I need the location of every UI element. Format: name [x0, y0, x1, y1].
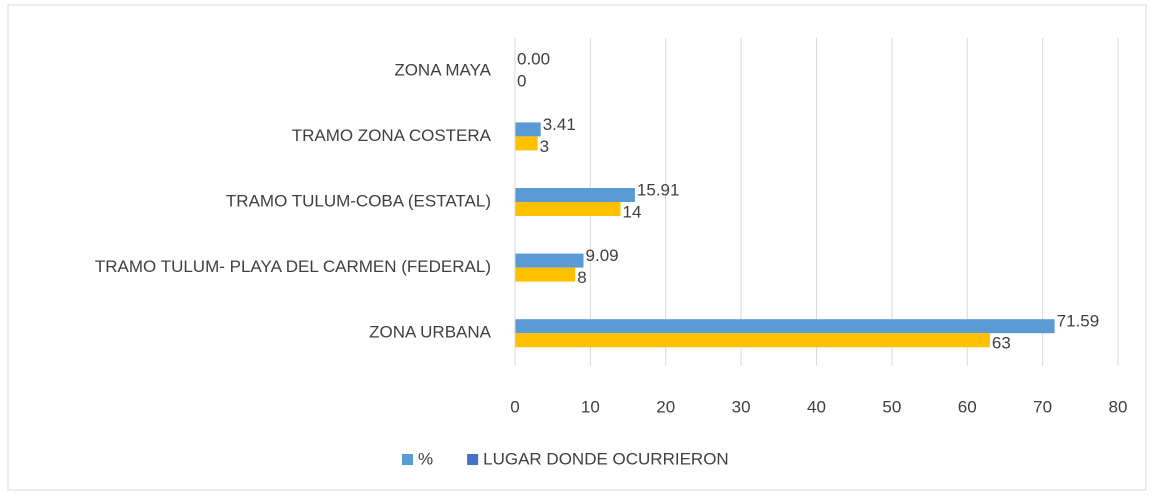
bar — [515, 267, 576, 282]
legend-label: % — [418, 449, 433, 468]
bar — [515, 188, 635, 202]
bar — [515, 202, 621, 216]
y-tick-label: ZONA MAYA — [394, 60, 491, 79]
x-tick-label: 80 — [1109, 397, 1128, 416]
bar — [515, 319, 1055, 334]
data-label: 71.59 — [1057, 312, 1100, 331]
legend-label: LUGAR DONDE OCURRIERON — [483, 449, 729, 468]
x-tick-label: 30 — [732, 397, 751, 416]
y-tick-label: TRAMO ZONA COSTERA — [292, 126, 492, 145]
data-label: 9.09 — [586, 246, 619, 265]
bar — [515, 253, 584, 268]
x-tick-label: 50 — [882, 397, 901, 416]
data-label: 0 — [517, 71, 526, 90]
y-tick-label: ZONA URBANA — [369, 323, 492, 342]
bar — [515, 136, 538, 151]
data-label: 63 — [992, 334, 1011, 353]
data-label: 8 — [577, 268, 586, 287]
x-tick-label: 20 — [656, 397, 675, 416]
legend-swatch — [402, 454, 413, 465]
x-tick-label: 40 — [807, 397, 826, 416]
legend-swatch — [467, 454, 479, 465]
data-label: 15.91 — [637, 180, 680, 199]
bar — [515, 333, 990, 348]
x-tick-label: 0 — [510, 397, 519, 416]
data-label: 14 — [623, 202, 642, 221]
y-tick-label: TRAMO TULUM- PLAYA DEL CARMEN (FEDERAL) — [95, 257, 491, 276]
x-tick-label: 60 — [958, 397, 977, 416]
x-tick-label: 10 — [581, 397, 600, 416]
bar — [515, 122, 541, 137]
data-label: 0.00 — [517, 49, 550, 68]
chart-border — [7, 4, 1147, 491]
data-label: 3 — [540, 137, 549, 156]
y-tick-label: TRAMO TULUM-COBA (ESTATAL) — [226, 191, 491, 210]
data-label: 3.41 — [543, 115, 576, 134]
x-tick-label: 70 — [1033, 397, 1052, 416]
